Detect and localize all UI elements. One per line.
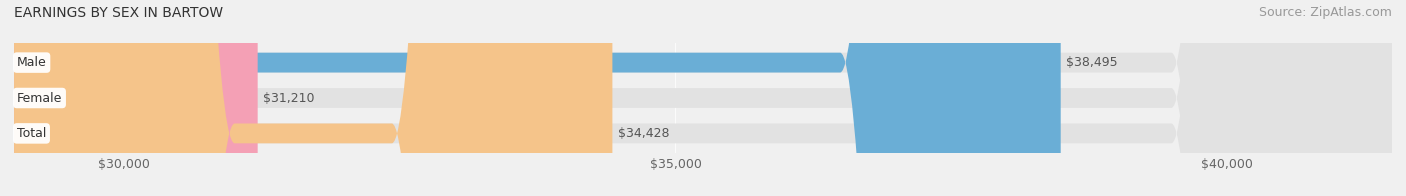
Text: $31,210: $31,210 — [263, 92, 315, 104]
Text: Source: ZipAtlas.com: Source: ZipAtlas.com — [1258, 6, 1392, 19]
Text: Total: Total — [17, 127, 46, 140]
Text: $34,428: $34,428 — [617, 127, 669, 140]
Text: EARNINGS BY SEX IN BARTOW: EARNINGS BY SEX IN BARTOW — [14, 6, 224, 20]
FancyBboxPatch shape — [14, 0, 1392, 196]
FancyBboxPatch shape — [14, 0, 257, 196]
Text: Male: Male — [17, 56, 46, 69]
FancyBboxPatch shape — [14, 0, 1392, 196]
Text: $38,495: $38,495 — [1066, 56, 1118, 69]
FancyBboxPatch shape — [14, 0, 1392, 196]
FancyBboxPatch shape — [14, 0, 1060, 196]
Text: Female: Female — [17, 92, 62, 104]
FancyBboxPatch shape — [14, 0, 613, 196]
